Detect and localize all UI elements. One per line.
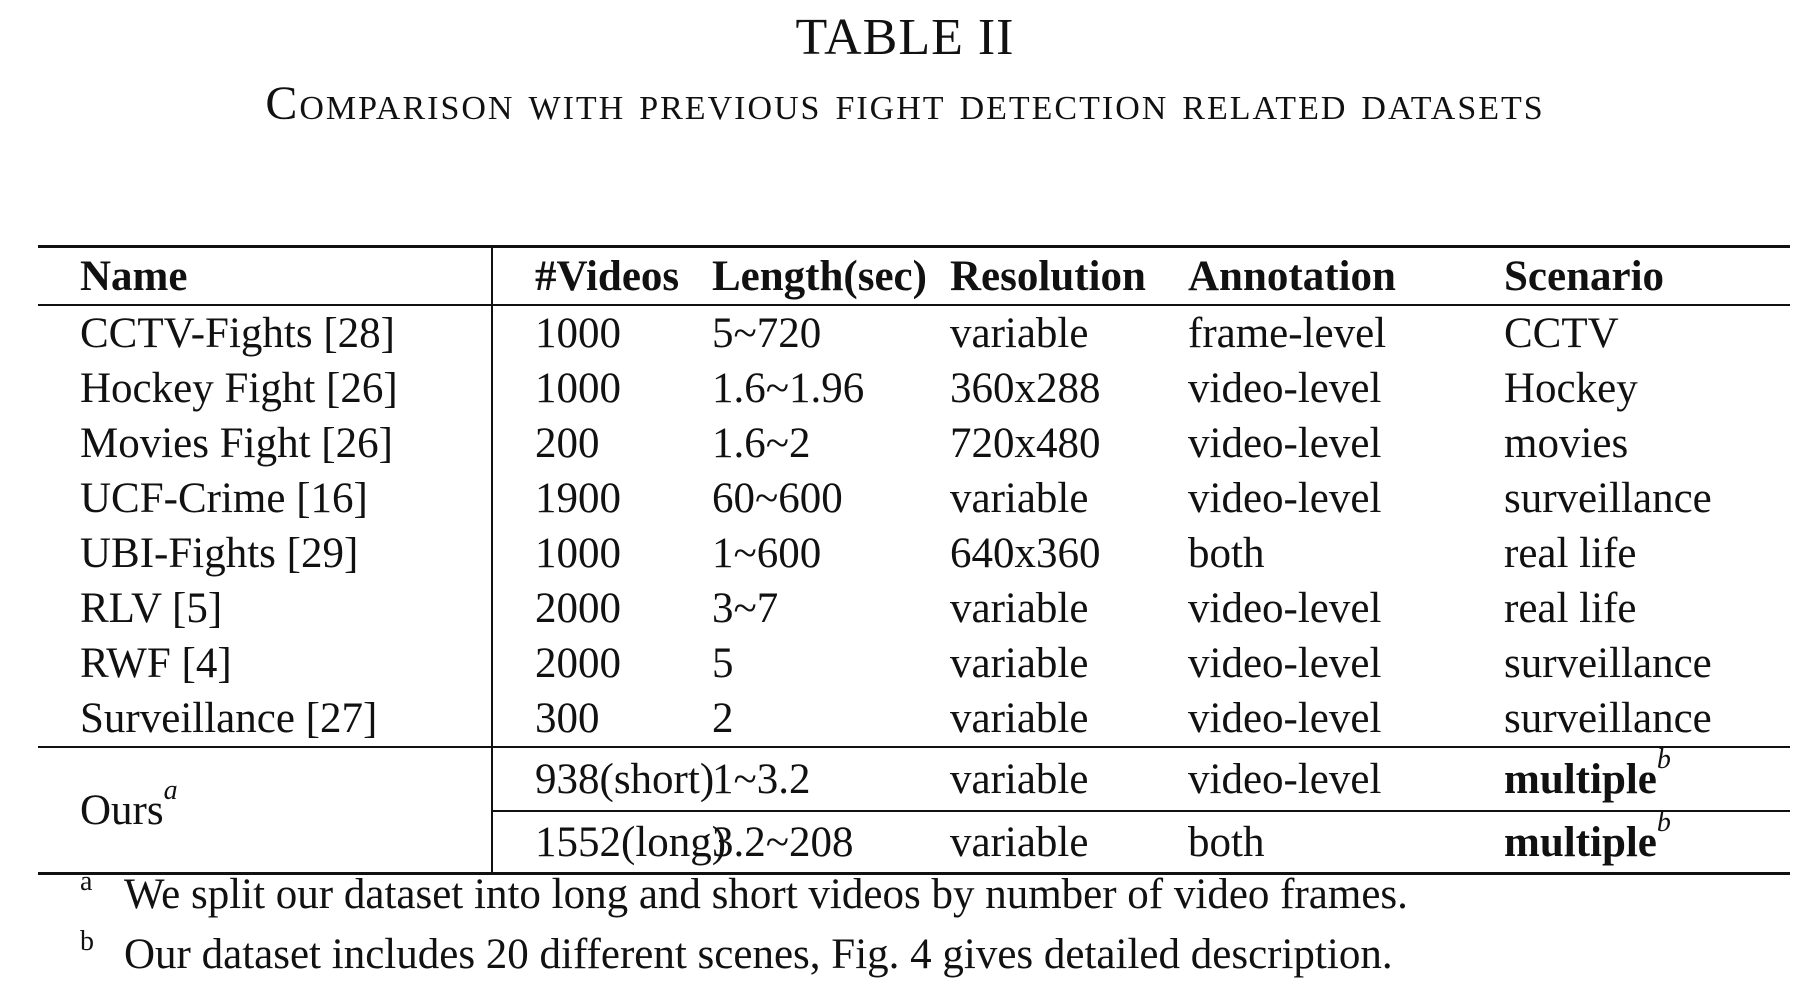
cell-name: UBI-Fights [29] <box>38 526 493 581</box>
header-annotation: Annotation <box>1188 245 1504 306</box>
scenario-footnote-mark: b <box>1656 806 1671 838</box>
cell-resolution: 720x480 <box>950 420 1101 467</box>
cell-annotation: video-level <box>1188 640 1382 687</box>
cell-videos: 1900 <box>535 475 621 522</box>
cell-scenario: multipleb <box>1504 808 1790 875</box>
cell-videos: 1000 <box>535 530 621 577</box>
cell-scenario: movies <box>1504 420 1629 467</box>
ours-footnote-mark: a <box>163 774 178 806</box>
cell-resolution: variable <box>950 310 1089 357</box>
cell-length: 60~600 <box>712 475 843 522</box>
comparison-table: Name #Videos Length(sec) Resolution Anno… <box>38 245 1790 875</box>
cell-scenario: CCTV <box>1504 310 1619 357</box>
table-title: Comparison with previous fight detection… <box>265 77 1545 130</box>
table-row: RLV [5] 2000 3~7 variable video-level re… <box>38 581 1790 636</box>
cell-scenario: surveillance <box>1504 640 1712 687</box>
header-videos: #Videos <box>492 245 712 306</box>
cell-resolution: variable <box>950 640 1089 687</box>
footnote: b Our dataset includes 20 different scene… <box>80 925 1408 985</box>
cell-videos: 2000 <box>535 585 621 632</box>
cell-scenario: surveillance <box>1504 475 1712 522</box>
header-length: Length(sec) <box>712 245 950 306</box>
footnote: a We split our dataset into long and shor… <box>80 865 1408 925</box>
table-footnotes: a We split our dataset into long and shor… <box>80 865 1408 985</box>
cell-name: Hockey Fight [26] <box>38 361 493 416</box>
cell-length: 1.6~1.96 <box>712 365 865 412</box>
cell-videos: 938(short) <box>492 747 714 812</box>
cell-scenario: real life <box>1504 585 1637 632</box>
cell-resolution: variable <box>950 691 1188 748</box>
cell-length: 1~3.2 <box>712 747 950 812</box>
cell-videos: 300 <box>492 691 712 748</box>
ours-row-long: 1552(long) 3.2~208 variable both multipl… <box>38 808 1790 875</box>
footnote-text: Our dataset includes 20 different scenes… <box>124 931 1393 978</box>
cell-videos: 200 <box>535 420 600 467</box>
cell-annotation: video-level <box>1188 585 1382 632</box>
cell-resolution: 360x288 <box>950 365 1101 412</box>
cell-annotation: both <box>1188 530 1265 577</box>
cell-resolution: variable <box>950 811 1188 875</box>
header-resolution: Resolution <box>950 245 1188 306</box>
table-row: UBI-Fights [29] 1000 1~600 640x360 both … <box>38 526 1790 581</box>
ours-name-cell: Oursa <box>38 747 493 875</box>
scenario-multiple: multiple <box>1504 818 1657 866</box>
cell-annotation: video-level <box>1188 691 1504 748</box>
cell-scenario: Hockey <box>1504 365 1638 412</box>
cell-length: 2 <box>712 691 950 748</box>
cell-length: 5~720 <box>712 310 822 357</box>
cell-annotation: video-level <box>1188 475 1382 522</box>
table-row: Surveillance [27] 300 2 variable video-l… <box>38 691 1790 748</box>
cell-resolution: variable <box>950 585 1089 632</box>
cell-length: 1~600 <box>712 530 822 577</box>
table-label: TABLE II <box>795 9 1015 66</box>
table-row: Movies Fight [26] 200 1.6~2 720x480 vide… <box>38 416 1790 471</box>
cell-annotation: frame-level <box>1188 310 1387 357</box>
table-row: CCTV-Fights [28] 1000 5~720 variable fra… <box>38 305 1790 361</box>
cell-name: Surveillance [27] <box>38 691 493 748</box>
header-scenario: Scenario <box>1504 245 1790 306</box>
ours-row-short: Oursa 938(short) 1~3.2 variable video-le… <box>38 745 1790 875</box>
cell-length: 1.6~2 <box>712 420 811 467</box>
cell-scenario: real life <box>1504 530 1637 577</box>
cell-annotation: video-level <box>1188 747 1504 812</box>
table-row: Hockey Fight [26] 1000 1.6~1.96 360x288 … <box>38 361 1790 416</box>
cell-length: 3.2~208 <box>712 811 950 875</box>
cell-name: UCF-Crime [16] <box>38 471 493 526</box>
header-row: Name #Videos Length(sec) Resolution Anno… <box>38 245 1790 306</box>
scenario-footnote-mark: b <box>1656 743 1671 775</box>
cell-resolution: variable <box>950 475 1089 522</box>
cell-name: Movies Fight [26] <box>38 416 493 471</box>
cell-scenario: surveillance <box>1504 691 1790 748</box>
cell-videos: 1000 <box>535 365 621 412</box>
footnote-text: We split our dataset into long and short… <box>124 871 1408 918</box>
cell-videos: 2000 <box>535 640 621 687</box>
cell-scenario: multipleb <box>1504 745 1790 812</box>
footnote-mark: a <box>80 866 93 897</box>
cell-annotation: video-level <box>1188 365 1382 412</box>
cell-name: RLV [5] <box>38 581 493 636</box>
ours-name: Ours <box>80 786 164 834</box>
cell-videos: 1000 <box>535 310 621 357</box>
comparison-table-container: Name #Videos Length(sec) Resolution Anno… <box>38 245 1790 875</box>
cell-annotation: both <box>1188 811 1504 875</box>
table-row: RWF [4] 2000 5 variable video-level surv… <box>38 636 1790 691</box>
cell-videos: 1552(long) <box>492 811 726 875</box>
footnote-mark: b <box>80 926 94 957</box>
cell-resolution: variable <box>950 747 1188 812</box>
cell-annotation: video-level <box>1188 420 1382 467</box>
cell-resolution: 640x360 <box>950 530 1101 577</box>
cell-name: CCTV-Fights [28] <box>38 305 493 361</box>
cell-length: 5 <box>712 640 734 687</box>
header-name: Name <box>38 245 493 306</box>
cell-name: RWF [4] <box>38 636 493 691</box>
table-row: UCF-Crime [16] 1900 60~600 variable vide… <box>38 471 1790 526</box>
cell-length: 3~7 <box>712 585 779 632</box>
scenario-multiple: multiple <box>1504 755 1657 803</box>
